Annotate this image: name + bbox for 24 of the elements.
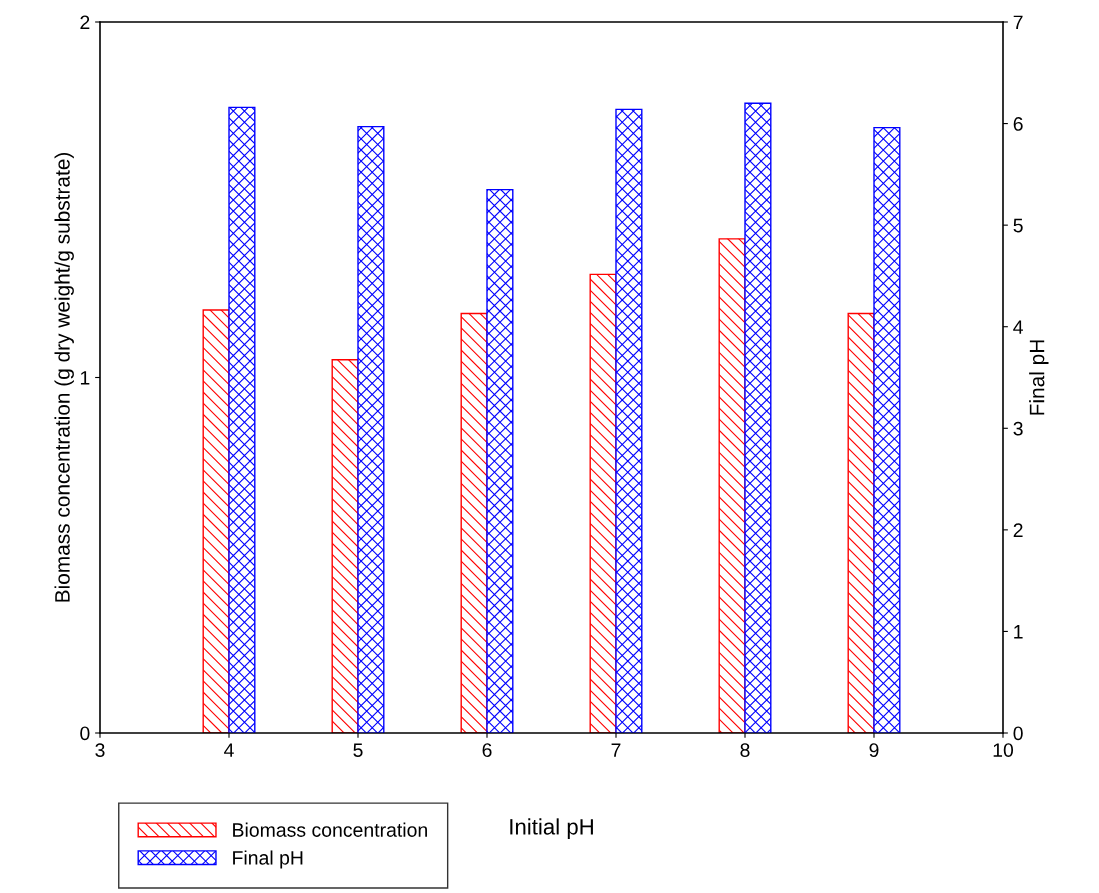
y2-tick-label: 6 <box>1013 117 1023 131</box>
y2-tick-label: 4 <box>1013 320 1023 334</box>
y2-tick-label: 0 <box>1013 726 1023 741</box>
x-tick-label: 10 <box>993 743 1014 757</box>
legend-label: Biomass concentration <box>233 822 427 837</box>
y2-tick-label: 3 <box>1013 421 1023 436</box>
y2-tick-label: 5 <box>1013 218 1023 233</box>
y2-tick-label: 2 <box>1013 523 1023 537</box>
x-tick-label: 5 <box>353 743 363 757</box>
y-axis-title: Biomass concentration (g dry weight/g substrate) <box>54 152 74 602</box>
x-tick-label: 9 <box>869 743 879 757</box>
y-tick-label: 1 <box>80 371 90 385</box>
x-tick-label: 7 <box>611 743 621 757</box>
y2-tick-label: 7 <box>1013 15 1023 30</box>
x-tick-label: 6 <box>482 743 492 757</box>
x-tick-label: 3 <box>95 743 105 757</box>
y-tick-label: 0 <box>80 726 90 741</box>
x-axis-title: Initial pH <box>510 818 593 840</box>
x-tick-label: 8 <box>740 743 750 757</box>
y2-axis-title: Final pH <box>1029 340 1049 415</box>
legend-label: Final pH <box>233 850 303 869</box>
y-tick-label: 2 <box>80 15 90 30</box>
y2-tick-label: 1 <box>1014 625 1023 639</box>
x-tick-label: 4 <box>224 743 234 757</box>
